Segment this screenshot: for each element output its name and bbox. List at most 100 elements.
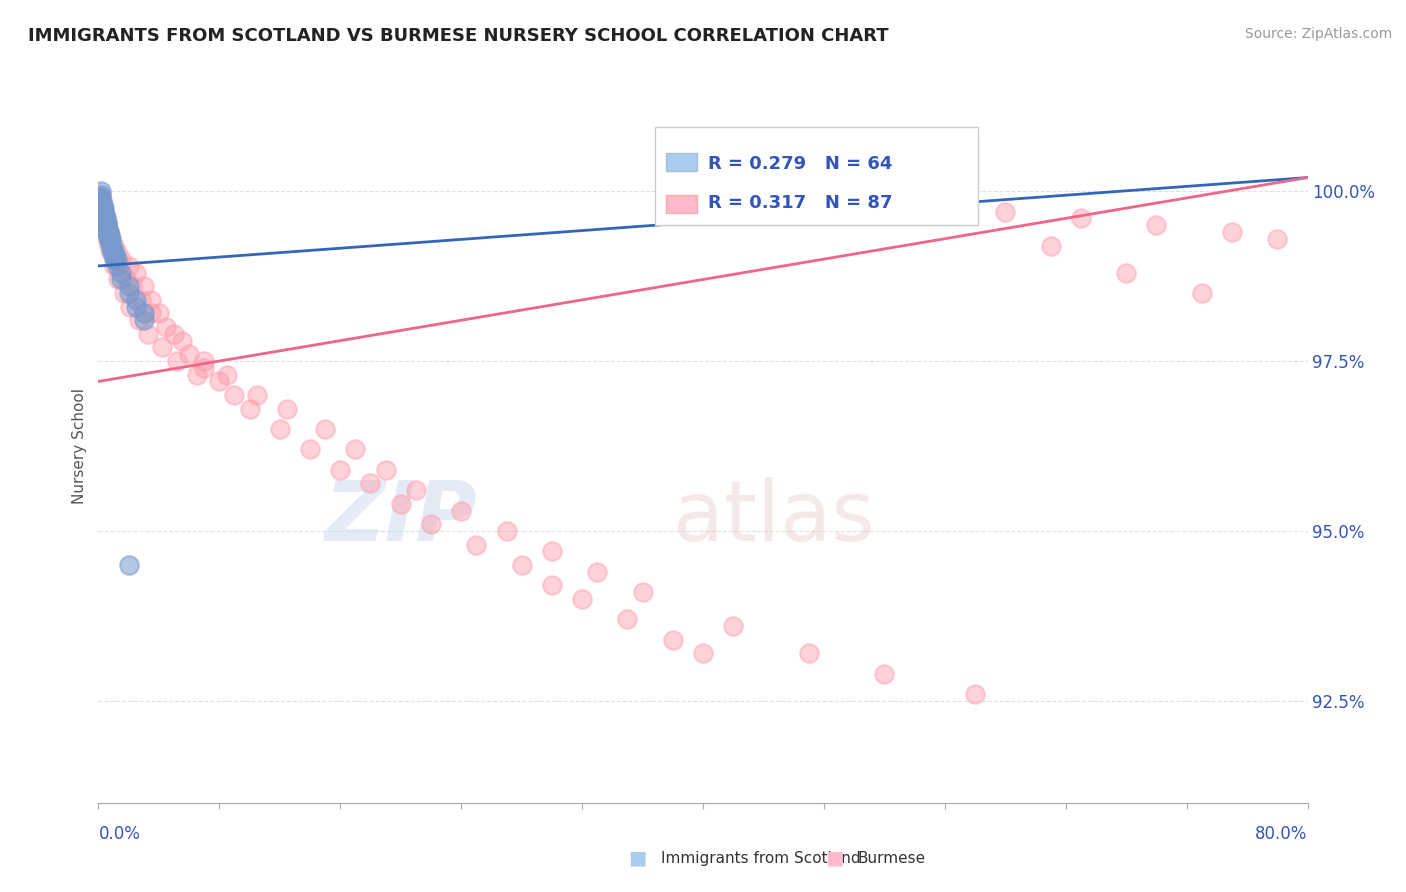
Point [246,388,269,402]
Point [94,225,117,239]
Point [91,204,114,219]
Point [90,191,112,205]
Point [129,293,152,307]
Point [98,235,121,249]
Point [90,198,112,212]
Point [96,225,118,239]
Point [299,442,322,457]
Point [103,245,125,260]
Point [90,184,112,198]
Point [90,198,112,212]
Point [276,401,298,416]
Point [1267,232,1289,246]
Point [1115,266,1137,280]
Point [344,442,367,457]
Point [965,687,987,701]
Point [94,208,117,222]
Point [90,187,112,202]
Point [97,228,120,243]
Point [132,306,155,320]
Point [98,238,121,252]
Point [94,218,117,232]
Text: atlas: atlas [672,477,875,558]
Point [100,245,122,260]
Point [360,476,382,491]
Point [873,666,896,681]
Point [616,612,638,626]
Point [105,245,128,260]
Point [108,259,131,273]
Point [179,347,201,361]
Point [692,646,714,660]
Text: Source: ZipAtlas.com: Source: ZipAtlas.com [1244,27,1392,41]
Point [96,225,118,239]
Point [97,221,120,235]
Point [118,279,141,293]
Point [100,232,122,246]
Point [844,191,866,205]
Point [495,524,517,538]
Point [110,252,132,266]
Point [215,368,238,382]
Point [1070,211,1092,226]
Point [94,218,117,232]
Point [101,242,124,256]
Point [96,218,118,232]
Point [91,211,114,226]
Point [141,306,163,320]
Point [91,198,114,212]
Point [125,266,148,280]
Point [120,300,142,314]
Point [224,388,246,402]
Point [105,259,128,273]
Text: Immigrants from Scotland: Immigrants from Scotland [661,851,860,865]
Point [96,218,118,232]
Point [374,463,396,477]
Point [121,279,143,293]
Point [450,503,472,517]
Point [141,293,163,307]
Point [90,194,112,209]
Point [104,252,127,266]
Point [93,211,115,226]
Point [208,375,231,389]
Point [96,215,118,229]
Point [89,194,111,209]
Point [97,228,120,243]
Point [93,204,115,219]
Point [93,208,115,222]
Point [91,201,114,215]
Point [104,249,127,263]
Point [155,320,177,334]
Point [170,334,193,348]
Text: R = 0.279   N = 64: R = 0.279 N = 64 [709,155,893,173]
Point [96,221,118,235]
Point [90,204,112,219]
Point [723,619,745,633]
Point [101,238,124,252]
Point [101,245,124,260]
Y-axis label: Nursery School: Nursery School [72,388,87,504]
Point [89,191,111,205]
Point [631,585,654,599]
Point [125,300,148,314]
Point [98,228,121,243]
Point [94,215,117,229]
Text: 80.0%: 80.0% [1256,825,1308,843]
Point [389,497,412,511]
Text: ■: ■ [628,848,647,868]
Point [918,198,941,212]
Point [797,646,820,660]
Point [420,517,443,532]
Point [193,360,215,375]
Point [132,313,155,327]
Point [93,201,115,215]
Point [110,272,132,286]
Point [125,293,148,307]
Point [98,225,121,239]
Point [661,632,683,647]
Point [91,194,114,209]
Point [90,198,112,212]
Text: 0.0%: 0.0% [98,825,141,843]
Point [128,313,150,327]
